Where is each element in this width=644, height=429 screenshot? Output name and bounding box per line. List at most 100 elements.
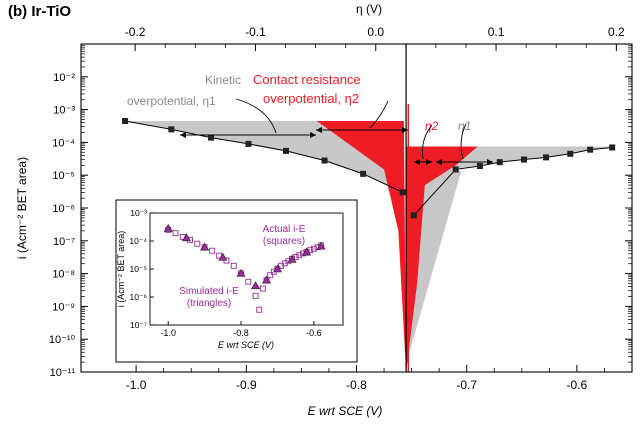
series-line-cathodic — [124, 120, 403, 193]
data-point — [521, 156, 528, 163]
main-annotations: Kinetic overpotential, η1 Contact resistan… — [127, 72, 493, 165]
data-point — [208, 134, 215, 141]
inset-square-point — [259, 285, 266, 292]
data-point — [168, 126, 175, 133]
data-point — [543, 154, 550, 161]
data-point — [476, 163, 483, 170]
y-tick-label: 10⁻⁶ — [52, 203, 75, 215]
inset-triangle-point — [218, 252, 228, 261]
y-tick-label: 10⁻⁴ — [52, 137, 75, 149]
inset-label-triangles: (triangles) — [187, 298, 231, 309]
y-tick-label: 10⁻¹¹ — [50, 367, 76, 379]
x-tick-label: -0.8 — [346, 378, 367, 392]
data-point — [360, 170, 367, 177]
x-tick-label: -1.0 — [126, 378, 147, 392]
inset-square-point — [267, 272, 274, 279]
inset-triangle-point — [287, 254, 297, 263]
annotation-contact-resistance: Contact resistance — [253, 72, 361, 87]
contact-region-right — [406, 146, 478, 372]
annotation-contact-overpotential: overpotential, η2 — [263, 91, 359, 106]
arrow-contact-right-head-left — [414, 159, 420, 165]
inset-y-tick-label: 10⁻³ — [130, 208, 147, 218]
top-tick-label: 0.1 — [488, 25, 505, 39]
panel-label: (b) Ir-TiO — [8, 3, 71, 20]
y-tick-label: 10⁻⁵ — [52, 170, 75, 182]
inset-x-axis-label: E wrt SCE (V) — [218, 340, 274, 350]
x-tick-label: -0.7 — [456, 378, 477, 392]
inset-triangle-point — [272, 264, 282, 273]
main-fill-regions — [125, 44, 613, 372]
data-point — [496, 159, 503, 166]
inset-triangle-point — [200, 242, 210, 251]
inset-background — [115, 199, 358, 363]
inset-square-point — [310, 245, 317, 252]
top-tick-label: 0.0 — [367, 25, 384, 39]
y-axis-label: i (Acm⁻² BET area) — [15, 157, 29, 259]
data-point — [282, 147, 289, 154]
top-tick-label: -0.1 — [245, 25, 266, 39]
inset-square-point — [230, 262, 237, 269]
x-tick-label: -0.6 — [567, 378, 588, 392]
inset-triangle-point — [163, 223, 173, 232]
x-axis-label: E wrt SCE (V) — [308, 404, 383, 418]
data-point — [245, 140, 252, 147]
y-tick-label: 10⁻⁹ — [52, 301, 75, 313]
y-tick-label: 10⁻⁷ — [53, 236, 75, 248]
y-tick-label: 10⁻⁸ — [52, 269, 75, 281]
inset-square-point — [194, 240, 201, 247]
y-tick-label: 10⁻² — [53, 72, 75, 84]
y-tick-label: 10⁻¹⁰ — [49, 334, 76, 346]
data-point — [452, 166, 459, 173]
inset-y-tick-label: 10⁻⁵ — [130, 264, 147, 274]
arrow-contact-right-head-right — [426, 159, 432, 165]
annotation-kinetic: Kinetic — [205, 73, 241, 87]
contact-region-left — [316, 120, 407, 372]
arrow-kinetic-left-head-right — [310, 132, 316, 138]
inset-y-tick-label: 10⁻⁴ — [129, 236, 147, 246]
inset-chart: -1.0 -0.8 -0.6 10⁻⁷ 10⁻⁶ 10⁻⁵ 10⁻⁴ 10⁻³ E wrt SC… — [115, 199, 358, 363]
arrow-contact-left-head-left — [316, 127, 322, 133]
inset-x-tick-label: -0.8 — [233, 328, 249, 338]
inset-y-tick-label: 10⁻⁶ — [130, 292, 147, 302]
inset-square-point — [245, 278, 252, 285]
arrow-kinetic-left-head-left — [180, 132, 186, 138]
data-point — [321, 157, 328, 164]
top-axis-label: η (V) — [356, 2, 382, 16]
kinetic-region-right — [408, 146, 613, 357]
inset-triangle-point — [316, 241, 326, 250]
arrow-kinetic-right-head-right — [487, 159, 493, 165]
leader-eta1 — [460, 123, 467, 160]
inset-triangle-point — [181, 233, 191, 242]
inset-label-simulated: Simulated i-E — [179, 286, 239, 297]
x-tick-label: -0.9 — [236, 378, 257, 392]
top-tick-label: 0.2 — [608, 25, 625, 39]
inset-square-point — [256, 306, 263, 313]
inset-triangle-point — [302, 247, 312, 256]
inset-triangle-point — [262, 275, 272, 284]
arrow-kinetic-right-head-left — [436, 159, 442, 165]
data-point — [587, 146, 594, 153]
annotation-kinetic-overpotential: overpotential, η1 — [127, 94, 216, 108]
inset-triangle-point — [251, 281, 261, 290]
arrow-contact-left-head-right — [402, 127, 408, 133]
leader-eta2 — [421, 124, 433, 160]
inset-x-tick-label: -1.0 — [160, 328, 176, 338]
leader-contact — [369, 100, 389, 129]
inset-triangle-point — [236, 268, 246, 277]
data-point — [567, 150, 574, 157]
main-series — [122, 117, 616, 219]
data-point — [399, 189, 406, 196]
inset-square-point — [172, 230, 179, 237]
inset-square-point — [252, 292, 259, 299]
inset-x-tick-label: -0.6 — [306, 328, 322, 338]
leader-kinetic — [235, 98, 277, 134]
inset-square-point — [296, 252, 303, 259]
top-tick-label: -0.2 — [125, 25, 146, 39]
data-point — [410, 212, 417, 219]
inset-y-tick-label: 10⁻⁷ — [130, 320, 147, 330]
inset-label-squares: (squares) — [263, 236, 305, 247]
main-axis-ticks: -1.0 -0.9 -0.8 -0.7 -0.6 -0.2 -0.1 0.0 0.1 0.2 10⁻… — [49, 25, 632, 392]
inset-label-actual: Actual i-E — [263, 224, 306, 235]
